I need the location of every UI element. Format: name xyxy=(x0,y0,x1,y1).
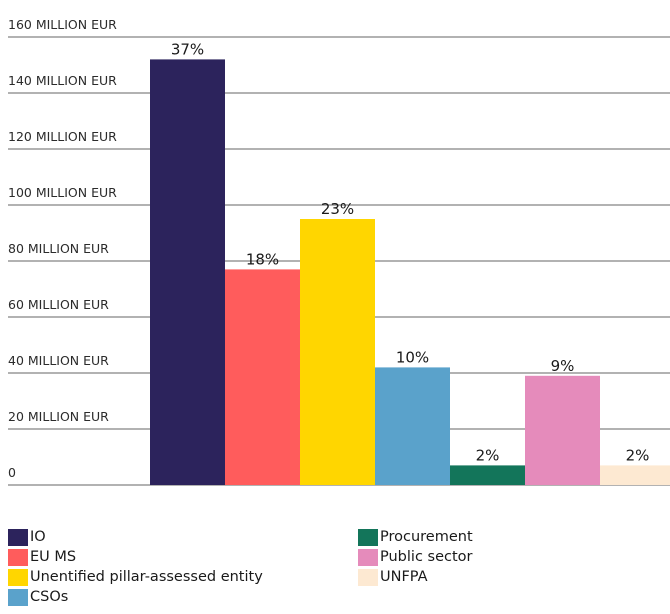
legend-item: UNFPA xyxy=(358,567,428,587)
y-tick-label: 120 MILLION EUR xyxy=(8,129,117,144)
y-tick-label: 100 MILLION EUR xyxy=(8,185,117,200)
legend-swatch xyxy=(8,548,28,566)
legend-label: Public sector xyxy=(380,549,473,565)
y-tick-label: 20 MILLION EUR xyxy=(8,409,109,424)
legend-swatch xyxy=(358,528,378,546)
bar-unfpa xyxy=(600,465,670,485)
legend-label: IO xyxy=(30,529,46,545)
legend-item: CSOs xyxy=(8,587,68,607)
y-axis-tick-labels: 0 20 MILLION EUR 40 MILLION EUR 60 MILLION … xyxy=(8,17,117,480)
bar-public-sector xyxy=(525,375,600,485)
data-label: 37% xyxy=(171,40,204,58)
legend-swatch xyxy=(8,528,28,546)
legend-label: EU MS xyxy=(30,549,77,565)
y-tick-label: 60 MILLION EUR xyxy=(8,297,109,312)
legend-label: Unentified pillar-assessed entity xyxy=(30,569,263,585)
y-tick-label: 0 xyxy=(8,465,16,480)
data-label: 9% xyxy=(551,357,575,375)
data-label: 2% xyxy=(476,446,500,464)
bar-unentified-pillar-assessed-entity xyxy=(300,219,375,485)
y-tick-label: 80 MILLION EUR xyxy=(8,241,109,256)
legend-swatch xyxy=(8,568,28,586)
legend-swatch xyxy=(358,568,378,586)
data-label: 2% xyxy=(626,446,650,464)
bar-io xyxy=(150,59,225,486)
data-label: 18% xyxy=(246,250,279,268)
legend-swatch xyxy=(358,548,378,566)
legend-item: Unentified pillar-assessed entity xyxy=(8,567,263,587)
bar-procurement xyxy=(450,465,525,485)
legend-item: EU MS xyxy=(8,547,76,567)
y-tick-label: 160 MILLION EUR xyxy=(8,17,117,32)
y-tick-label: 40 MILLION EUR xyxy=(8,353,109,368)
y-tick-label: 140 MILLION EUR xyxy=(8,73,117,88)
bar-chart: 0 20 MILLION EUR 40 MILLION EUR 60 MILLION … xyxy=(8,17,670,486)
bar-csos xyxy=(375,367,450,485)
legend-swatch xyxy=(8,588,28,606)
bars xyxy=(150,59,670,486)
data-labels: 37% 18% 23% 10% 2% 9% 2% xyxy=(171,40,650,464)
legend-item: IO xyxy=(8,527,46,547)
data-label: 23% xyxy=(321,200,354,218)
legend-item: Procurement xyxy=(358,527,473,547)
data-label: 10% xyxy=(396,348,429,366)
legend-label: UNFPA xyxy=(380,569,428,585)
legend-label: Procurement xyxy=(380,529,473,545)
bar-eu-ms xyxy=(225,269,300,485)
legend-label: CSOs xyxy=(30,589,69,605)
legend-item: Public sector xyxy=(358,547,473,567)
